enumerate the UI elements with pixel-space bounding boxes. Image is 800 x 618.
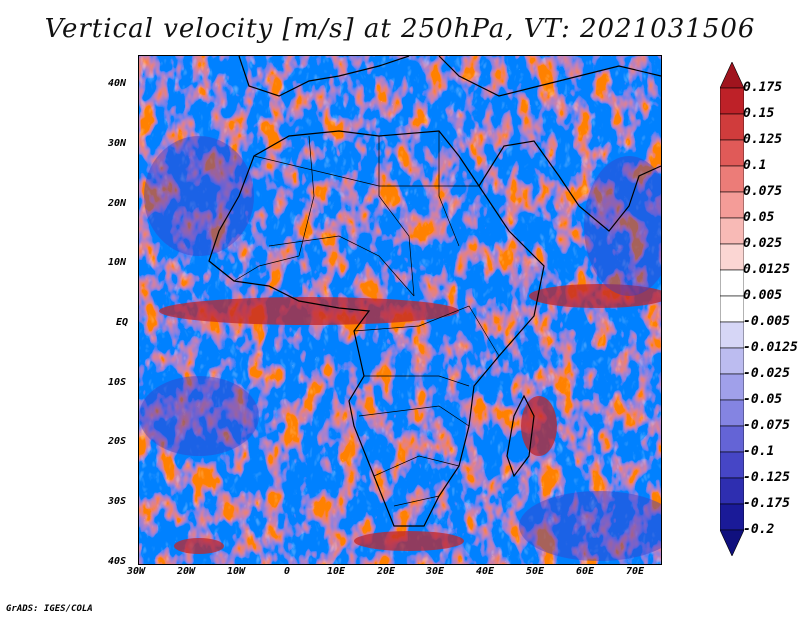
country-borders <box>233 131 500 507</box>
lon-tick-10w: 10W <box>227 566 246 577</box>
lat-tick-10s: 10S <box>108 377 127 388</box>
grads-credit: GrADS: IGES/COLA <box>6 604 93 614</box>
colorbar-label: 0.025 <box>743 236 783 251</box>
colorbar-label: -0.175 <box>743 496 790 511</box>
colorbar-label: -0.025 <box>743 366 790 381</box>
colorbar-swatch <box>720 217 744 245</box>
lon-tick-0: 0 <box>284 566 291 577</box>
colorbar-label: 0.05 <box>743 210 775 225</box>
lon-tick-50e: 50E <box>526 566 545 577</box>
lat-tick-20s: 20S <box>108 436 127 447</box>
colorbar-swatch <box>720 529 744 556</box>
colorbar <box>720 62 744 556</box>
colorbar-swatch <box>720 321 744 349</box>
colorbar-label: -0.0125 <box>743 340 798 355</box>
colorbar-swatch <box>720 87 744 115</box>
colorbar-swatch <box>720 451 744 479</box>
ascent-bands <box>159 284 661 554</box>
colorbar-label: -0.2 <box>743 522 775 537</box>
lat-tick-40s: 40S <box>108 556 127 567</box>
colorbar-label: -0.1 <box>743 444 775 459</box>
lon-tick-30w: 30W <box>127 566 146 577</box>
lon-tick-30e: 30E <box>426 566 445 577</box>
lon-tick-40e: 40E <box>476 566 495 577</box>
colorbar-label: -0.075 <box>743 418 790 433</box>
descent-regions <box>139 136 661 561</box>
colorbar-swatch <box>720 269 744 297</box>
colorbar-label: 0.125 <box>743 132 783 147</box>
colorbar-swatch <box>720 165 744 193</box>
colorbar-label: 0.1 <box>743 158 767 173</box>
colorbar-swatch <box>720 503 744 531</box>
vertical-velocity-field <box>139 56 661 564</box>
lon-tick-20e: 20E <box>377 566 396 577</box>
colorbar-swatch <box>720 243 744 271</box>
lat-tick-30s: 30S <box>108 496 127 507</box>
map-plot-area <box>138 55 662 565</box>
colorbar-swatch <box>720 295 744 323</box>
colorbar-label: -0.005 <box>743 314 790 329</box>
lat-tick-10n: 10N <box>108 257 127 268</box>
lat-tick-30n: 30N <box>108 138 127 149</box>
colorbar-label: 0.0125 <box>743 262 790 277</box>
colorbar-label: 0.175 <box>743 80 783 95</box>
lon-tick-20w: 20W <box>177 566 196 577</box>
colorbar-label: -0.05 <box>743 392 783 407</box>
colorbar-swatch <box>720 477 744 505</box>
colorbar-swatch <box>720 62 744 89</box>
lat-tick-40n: 40N <box>108 78 127 89</box>
colorbar-swatch <box>720 347 744 375</box>
colorbar-label: 0.075 <box>743 184 783 199</box>
lat-tick-20n: 20N <box>108 198 127 209</box>
colorbar-swatch <box>720 425 744 453</box>
colorbar-swatch <box>720 113 744 141</box>
colorbar-swatch <box>720 399 744 427</box>
colorbar-swatch <box>720 373 744 401</box>
lon-tick-70e: 70E <box>626 566 645 577</box>
lon-tick-60e: 60E <box>576 566 595 577</box>
lon-tick-10e: 10E <box>327 566 346 577</box>
colorbar-swatch <box>720 191 744 219</box>
colorbar-label: 0.005 <box>743 288 783 303</box>
lat-tick-eq: EQ <box>116 317 129 328</box>
colorbar-label: 0.15 <box>743 106 775 121</box>
colorbar-label: -0.125 <box>743 470 790 485</box>
chart-title: Vertical velocity [m/s] at 250hPa, VT: 2… <box>44 14 756 44</box>
colorbar-swatch <box>720 139 744 167</box>
